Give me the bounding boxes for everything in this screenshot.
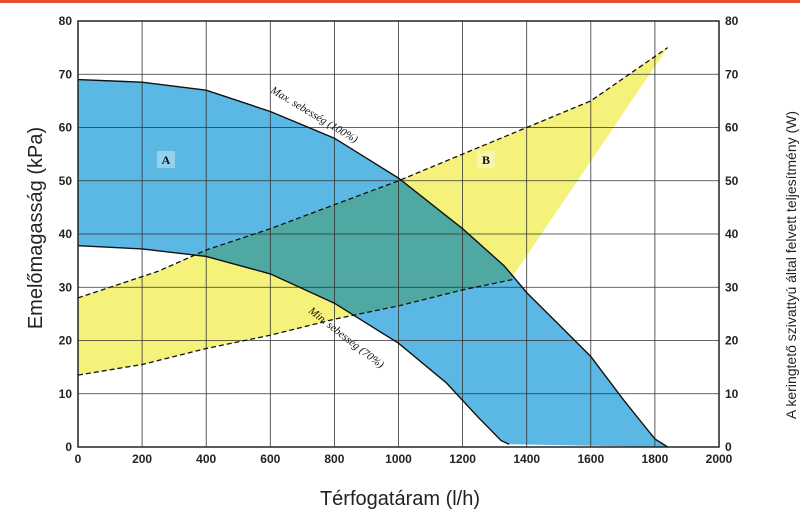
chart-tick-layer: 0 200 400 600 800 1000 1200 1400 1600 1800 2000010… bbox=[59, 14, 739, 466]
left-y-tick-label: 70 bbox=[59, 67, 73, 81]
region-a-text: A bbox=[162, 153, 171, 167]
x-tick-label: 2000 bbox=[706, 452, 733, 466]
right-y-tick-label: 40 bbox=[725, 227, 739, 241]
x-tick-label: 1400 bbox=[513, 452, 540, 466]
x-tick-label: 1800 bbox=[642, 452, 669, 466]
x-tick-label: 1200 bbox=[449, 452, 476, 466]
right-y-tick-label: 10 bbox=[725, 387, 739, 401]
chart-line-layer bbox=[77, 47, 669, 448]
power-upper-curve bbox=[77, 47, 669, 299]
min-speed-curve bbox=[77, 245, 510, 445]
top-accent-bar bbox=[0, 0, 800, 3]
left-y-tick-label: 40 bbox=[59, 227, 73, 241]
region-a-label: A bbox=[157, 151, 175, 168]
right-y-tick-label: 80 bbox=[725, 14, 739, 28]
x-tick-label: 1600 bbox=[577, 452, 604, 466]
left-y-tick-label: 80 bbox=[59, 14, 73, 28]
right-y-tick-label: 60 bbox=[725, 121, 739, 135]
x-tick-label: 600 bbox=[260, 452, 280, 466]
left-y-tick-label: 60 bbox=[59, 121, 73, 135]
plot-frame bbox=[77, 20, 720, 448]
max-speed-curve bbox=[77, 78, 669, 448]
right-y-tick-label: 20 bbox=[725, 334, 739, 348]
left-y-axis-title: Emelőmagasság (kPa) bbox=[25, 127, 47, 329]
right-y-tick-label: 70 bbox=[725, 67, 739, 81]
left-y-tick-label: 10 bbox=[59, 387, 73, 401]
left-y-tick-label: 20 bbox=[59, 334, 73, 348]
region-b-text: B bbox=[482, 153, 490, 167]
x-tick-label: 800 bbox=[324, 452, 344, 466]
right-y-tick-label: 30 bbox=[725, 280, 739, 294]
region-b-label: B bbox=[477, 151, 495, 168]
x-tick-label: 1000 bbox=[385, 452, 412, 466]
right-y-tick-label: 0 bbox=[725, 440, 732, 454]
right-y-axis-title: A keringtető szivattyú által felvett tel… bbox=[783, 111, 799, 419]
right-y-tick-label: 50 bbox=[725, 174, 739, 188]
x-axis-title: Térfogatáram (l/h) bbox=[320, 488, 480, 510]
left-y-tick-label: 30 bbox=[59, 280, 73, 294]
left-y-tick-label: 0 bbox=[65, 440, 72, 454]
left-y-tick-label: 50 bbox=[59, 174, 73, 188]
power-lower-curve bbox=[77, 278, 515, 376]
x-tick-label: 400 bbox=[196, 452, 216, 466]
x-tick-label: 200 bbox=[132, 452, 152, 466]
chart-fill-layer bbox=[78, 47, 668, 447]
x-tick-label: 0 bbox=[75, 452, 82, 466]
